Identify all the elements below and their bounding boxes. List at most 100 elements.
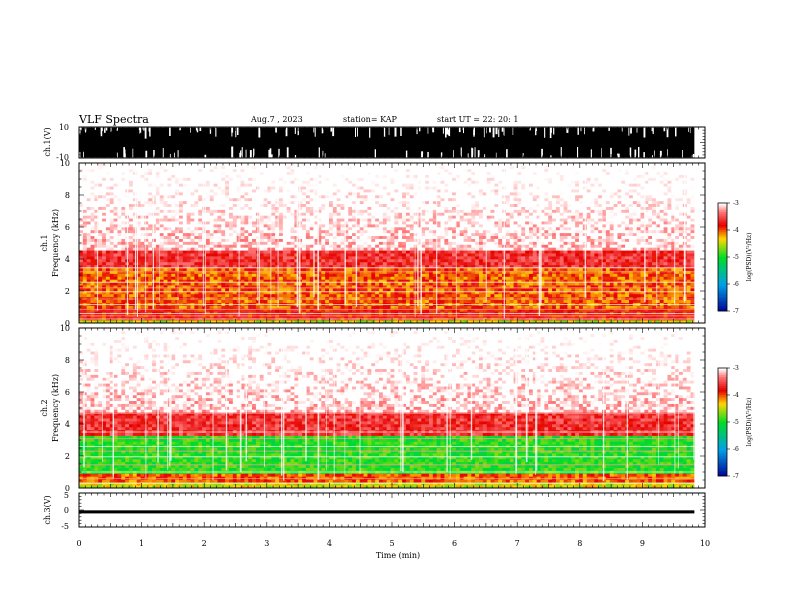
spectrogram-cell [205,308,211,312]
spectrogram-cell [463,273,468,277]
spectrogram-cell [517,311,522,315]
spectrogram-cell [198,244,203,248]
spectrogram-cell [325,253,330,257]
spectrogram-cell [263,270,268,274]
spectrogram-cell [663,285,668,289]
spectrogram-cell [428,288,434,292]
spectrogram-cell [386,250,391,254]
spectrogram-cell [282,276,287,280]
spectrogram-cell [317,311,322,315]
spectrogram-cell [152,270,157,274]
spectrogram-cell [328,282,334,286]
spectrogram-cell [478,238,484,242]
spectrogram-cell [571,308,576,312]
spectrogram-cell [140,259,145,263]
spectrogram-cell [171,264,176,269]
spectrogram-cell [528,256,534,260]
spectrogram-cell [425,273,430,277]
spectrogram-cell [478,250,484,254]
spectrogram-cell [359,273,364,277]
spectrogram-cell [109,247,114,251]
spectrogram-cell [398,244,403,248]
spectrogram-cell [286,273,291,277]
spectrogram-cell [240,270,245,274]
spectrogram-cell [82,250,87,254]
spectrogram-cell [102,241,107,245]
spectrogram-cell [86,279,91,283]
spectrogram-cell [455,261,461,266]
spectrogram-cell [367,253,372,257]
spectrogram-cell [398,320,403,324]
spectrogram-cell [594,305,599,309]
spectrogram-cell [244,244,249,248]
spectrogram-cell [144,293,149,298]
spectrogram-cell [648,247,653,251]
spectrogram-cell [548,267,553,271]
spectrogram-cell [690,276,695,280]
spectrogram-cell [540,308,545,312]
spectrogram-cell [421,244,426,248]
spectrogram-cell [175,273,180,277]
spectrogram-cell [125,320,130,324]
spectrogram-cell [425,320,430,324]
spectrogram-cell [282,273,287,277]
spectrogram-cell [421,308,426,312]
spectrogram-cell [109,244,114,248]
spectrogram-cell [559,256,564,260]
spectrogram-cell [513,250,518,254]
spectrogram-cell [663,256,668,260]
spectrogram-cell [232,293,237,298]
spectrogram-cell [636,305,641,309]
spectrogram-cell [79,270,84,274]
spectrogram-cell [375,288,380,292]
spectrogram-cell [348,270,353,274]
spectrogram-cell [263,261,268,266]
spectrogram-cell [94,267,99,271]
spectrogram-cell [94,293,99,298]
spectrogram-cell [667,291,672,295]
spectrogram-cell [271,259,276,263]
spectrogram-cell [278,279,284,283]
spectrogram-cell [448,267,453,271]
spectrogram-cell [440,320,445,324]
spectrogram-cell [375,279,380,283]
spectrogram-cell [525,267,530,271]
spectrogram-cell [155,279,161,283]
spectrogram-cell [513,293,518,298]
spectrogram-cell [221,276,226,280]
spectrogram-cell [140,299,145,303]
spectrogram-cell [121,244,126,248]
spectrogram-cell [382,282,387,286]
spectrogram-cell [302,267,307,271]
spectrogram-cell [205,296,211,301]
spectrogram-cell [286,247,291,251]
spectrogram-cell [528,244,534,248]
spectrogram-cell [586,293,591,298]
spectrogram-cell [609,305,614,309]
spectrogram-cell [436,279,441,283]
spectrogram-cell [136,250,141,254]
spectrogram-cell [690,282,695,286]
spectrogram-cell [678,311,684,315]
spectrogram-cell [290,259,295,263]
spectrogram-cell [117,238,122,242]
spectrogram-cell [213,238,218,242]
spectrogram-cell [186,244,191,248]
spectrogram-cell [632,273,637,277]
spectrogram-cell [563,305,568,309]
spectrogram-cell [540,276,545,280]
spectrogram-cell [548,256,553,260]
spectrogram-cell [386,311,391,315]
spectrogram-cell [513,276,518,280]
spectrogram-cell [509,276,514,280]
spectrogram-cell [544,264,549,269]
spectrogram-cell [528,293,534,298]
spectrogram-cell [113,247,118,251]
spectrogram-cell [655,241,661,245]
spectrogram-cell [386,296,391,301]
spectrogram-cell [521,285,526,289]
spectrogram-cell [625,244,630,248]
spectrogram-cell [436,264,441,269]
spectrogram-cell [159,238,164,242]
spectrogram-cell [267,253,272,257]
